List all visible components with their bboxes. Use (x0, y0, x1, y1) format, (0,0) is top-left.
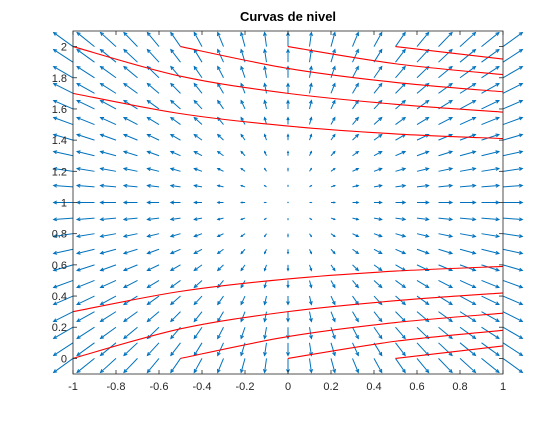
vector-arrow (503, 151, 522, 156)
vector-arrow (503, 327, 522, 338)
y-tick-label: 1 (61, 198, 67, 210)
vector-arrow (54, 280, 73, 287)
vector-arrow (288, 169, 289, 172)
vector-arrow (503, 249, 522, 254)
vector-arrow (54, 151, 73, 156)
vector-arrow (503, 201, 522, 204)
vector-arrow (503, 234, 522, 238)
vector-arrow (503, 280, 522, 287)
x-tick-label: 0.8 (452, 381, 467, 393)
vector-arrow (54, 184, 73, 187)
y-tick-label: 0.8 (52, 229, 67, 241)
vector-arrow (54, 218, 73, 221)
vector-arrow (503, 184, 522, 187)
vector-arrow (503, 117, 522, 124)
vector-arrow (503, 265, 522, 271)
y-tick-label: 1.6 (52, 104, 67, 116)
y-tick-label: 0.4 (52, 291, 67, 303)
vector-arrow (54, 312, 73, 322)
x-tick-label: -0.4 (193, 381, 212, 393)
x-tick-label: 0 (285, 381, 291, 393)
vector-arrow (241, 202, 245, 203)
y-tick-label: 1.2 (52, 166, 67, 178)
y-tick-label: 2 (61, 42, 67, 54)
vector-arrow (288, 234, 289, 237)
x-tick-label: 0.4 (366, 381, 381, 393)
vector-field (54, 33, 523, 373)
y-tick-label: 1.8 (52, 73, 67, 85)
vector-arrow (287, 202, 288, 203)
chart-title: Curvas de nivel (73, 9, 503, 24)
vector-arrow (503, 312, 522, 322)
vector-arrow (310, 202, 312, 203)
vector-arrow (503, 218, 522, 221)
vector-arrow (54, 84, 73, 94)
vector-arrow (265, 202, 267, 203)
vector-arrow (503, 33, 522, 47)
vector-arrow (503, 50, 522, 63)
x-tick-label: 0.6 (409, 381, 424, 393)
x-tick-label: -0.2 (236, 381, 255, 393)
vector-arrow (503, 100, 522, 109)
x-tick-label: -0.6 (150, 381, 169, 393)
vector-arrow (503, 134, 522, 140)
vector-arrow (503, 167, 522, 171)
x-tick-label: 0.2 (323, 381, 338, 393)
y-tick-label: 1.4 (52, 135, 67, 147)
x-tick-label: -1 (68, 381, 78, 393)
vector-arrow (503, 67, 522, 78)
y-tick-label: 0 (61, 353, 67, 365)
vector-arrow (503, 358, 522, 372)
x-tick-label: 1 (500, 381, 506, 393)
vector-arrow (503, 84, 522, 94)
vector-arrow (331, 202, 335, 203)
y-tick-label: 0.6 (52, 260, 67, 272)
y-tick-label: 0.2 (52, 322, 67, 334)
x-tick-label: -0.8 (107, 381, 126, 393)
vector-arrow (503, 343, 522, 356)
vector-arrow (54, 117, 73, 124)
vector-arrow (54, 249, 73, 254)
vector-arrow (503, 296, 522, 305)
